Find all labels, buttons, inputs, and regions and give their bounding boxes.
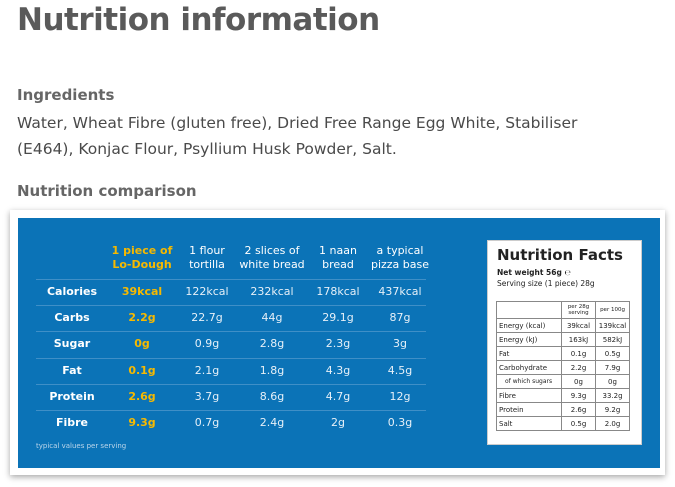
- cell: 4.5g: [387, 363, 413, 377]
- cell: 2.8g: [259, 337, 285, 351]
- facts-title: Nutrition Facts: [497, 246, 623, 264]
- facts-row: Protein 2.6g 9.2g: [496, 402, 630, 417]
- facts-label: Salt: [496, 416, 562, 431]
- row-divider: [36, 305, 426, 307]
- facts-value: 0.5g: [561, 416, 596, 431]
- row-divider: [36, 357, 426, 359]
- ingredients-heading: Ingredients: [17, 86, 115, 104]
- cell: 437kcal: [378, 285, 422, 298]
- facts-value: 0g: [595, 374, 630, 389]
- row-label: Carbs: [54, 311, 90, 325]
- facts-value: 2.2g: [561, 360, 596, 375]
- facts-value: 139kcal: [595, 318, 630, 333]
- cell: 0.1g: [128, 363, 156, 377]
- facts-value: 9.2g: [595, 402, 630, 417]
- cell: 87g: [389, 311, 411, 325]
- cell: 2.4g: [259, 416, 285, 429]
- row-divider: [36, 410, 426, 411]
- facts-value: 2.0g: [595, 416, 630, 431]
- cell: 1.8g: [259, 363, 285, 377]
- comparison-heading: Nutrition comparison: [17, 182, 197, 200]
- cell: 122kcal: [185, 285, 229, 298]
- row-divider: [36, 279, 426, 280]
- cell: 0.9g: [194, 337, 220, 351]
- facts-value: 0.1g: [561, 346, 596, 361]
- column-header: a typical: [376, 244, 424, 257]
- cell: 8.6g: [259, 389, 285, 403]
- cell: 232kcal: [250, 285, 294, 298]
- cell: 39kcal: [121, 285, 163, 298]
- cell: 9.3g: [128, 416, 156, 429]
- facts-value: 39kcal: [561, 318, 596, 333]
- column-header: white bread: [239, 258, 305, 271]
- cell: 2.2g: [128, 311, 156, 325]
- facts-value: 33.2g: [595, 388, 630, 403]
- facts-header-row: per 28g serving per 100g: [496, 301, 630, 319]
- column-header: pizza base: [370, 258, 430, 271]
- facts-table: per 28g serving per 100g Energy (kcal) 39kc…: [496, 301, 630, 431]
- facts-value: 163kJ: [561, 332, 596, 347]
- cell: 12g: [389, 389, 411, 403]
- facts-row: Carbohydrate 2.2g 7.9g: [496, 360, 630, 375]
- column-header: 1 naan: [319, 244, 357, 257]
- facts-label: Carbohydrate: [496, 360, 562, 375]
- column-header: Lo-Dough: [112, 258, 172, 271]
- cell: 4.7g: [325, 389, 351, 403]
- facts-column-header: per 28g serving: [561, 301, 596, 319]
- cell: 2.3g: [325, 337, 351, 351]
- column-header: tortilla: [189, 258, 225, 271]
- facts-label: of which sugars: [496, 374, 562, 389]
- cell: 0.7g: [194, 416, 220, 429]
- facts-row: Salt 0.5g 2.0g: [496, 416, 630, 431]
- cell: 0g: [134, 337, 150, 351]
- row-label: Fat: [62, 363, 82, 377]
- nutrition-facts: Nutrition Facts Net weight 56g ℮ Serving…: [487, 240, 642, 445]
- page-title: Nutrition information: [17, 2, 380, 38]
- row-label: Calories: [46, 285, 98, 298]
- facts-row: Fibre 9.3g 33.2g: [496, 388, 630, 403]
- cell: 0.3g: [387, 416, 413, 429]
- row-divider: [36, 383, 426, 385]
- facts-value: 0.5g: [595, 346, 630, 361]
- ingredients-text: Water, Wheat Fibre (gluten free), Dried …: [17, 114, 578, 158]
- facts-value: 9.3g: [561, 388, 596, 403]
- facts-value: 582kJ: [595, 332, 630, 347]
- cell: 2g: [331, 416, 345, 429]
- facts-value: 7.9g: [595, 360, 630, 375]
- footnote: typical values per serving: [36, 442, 127, 450]
- cell: 22.7g: [191, 311, 223, 325]
- row-label: Sugar: [53, 337, 91, 351]
- cell: 44g: [261, 311, 283, 325]
- cell: 3g: [393, 337, 407, 351]
- facts-label: Fibre: [496, 388, 562, 403]
- cell: 2.6g: [128, 389, 156, 403]
- facts-row: Energy (kcal) 39kcal 139kcal: [496, 318, 630, 333]
- cell: 4.3g: [325, 363, 351, 377]
- facts-label: Energy (kJ): [496, 332, 562, 347]
- row-label: Fibre: [55, 416, 89, 429]
- facts-corner: [496, 301, 562, 319]
- facts-label: Protein: [496, 402, 562, 417]
- row-divider: [36, 331, 426, 333]
- column-header: 1 flour: [189, 244, 225, 257]
- column-header: bread: [322, 258, 354, 271]
- column-header: 1 piece of: [111, 244, 173, 257]
- facts-value: 0g: [561, 374, 596, 389]
- serving-size: Serving size (1 piece) 28g: [497, 279, 595, 288]
- row-label: Protein: [49, 389, 95, 403]
- facts-column-header: per 100g: [595, 301, 630, 319]
- cell: 3.7g: [194, 389, 220, 403]
- net-weight: Net weight 56g ℮: [497, 268, 571, 277]
- facts-value: 2.6g: [561, 402, 596, 417]
- cell: 2.1g: [194, 363, 220, 377]
- facts-label: Fat: [496, 346, 562, 361]
- facts-row: Energy (kJ) 163kJ 582kJ: [496, 332, 630, 347]
- facts-row: of which sugars 0g 0g: [496, 374, 630, 389]
- cell: 29.1g: [322, 311, 354, 325]
- facts-label: Energy (kcal): [496, 318, 562, 333]
- cell: 178kcal: [316, 285, 360, 298]
- facts-row: Fat 0.1g 0.5g: [496, 346, 630, 361]
- column-header: 2 slices of: [244, 244, 300, 257]
